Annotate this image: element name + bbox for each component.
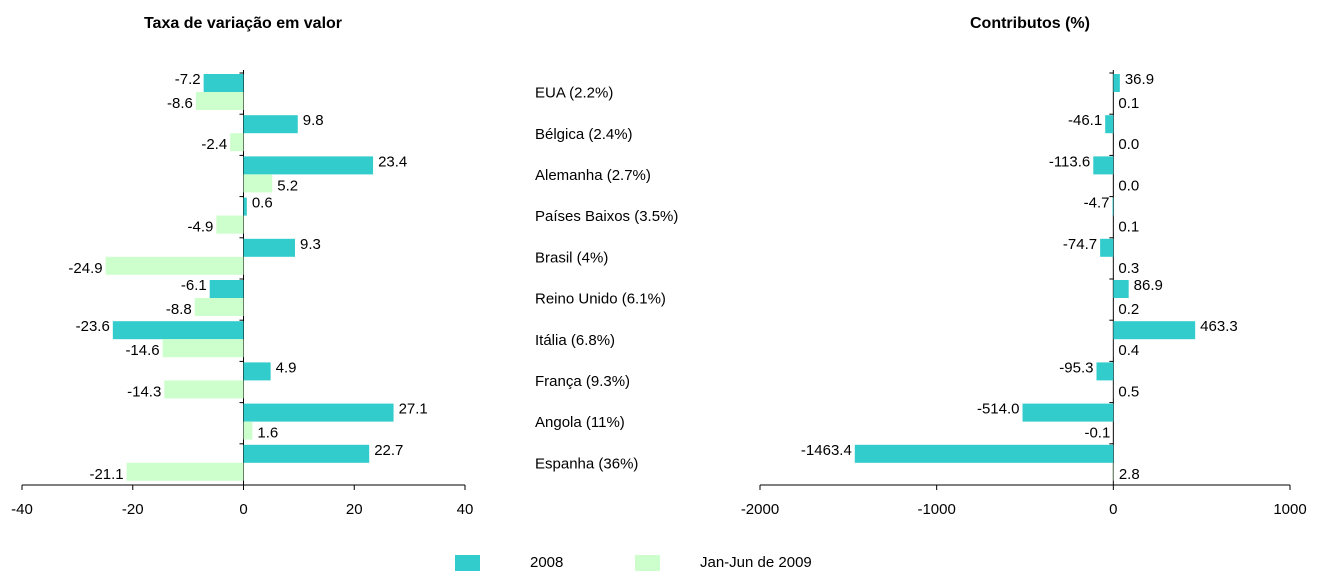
data-label: -2.4 <box>201 136 227 153</box>
x-tick-label: 20 <box>346 501 363 518</box>
bar <box>203 74 244 92</box>
data-label: 22.7 <box>374 442 403 459</box>
x-tick-label: -1000 <box>917 501 955 518</box>
category-label: EUA (2.2%) <box>535 85 613 102</box>
bar <box>230 133 244 152</box>
data-label: -21.1 <box>89 466 123 483</box>
data-label: 0.2 <box>1118 301 1139 318</box>
chart-title: Taxa de variação em valor <box>144 15 342 32</box>
bar <box>243 444 370 463</box>
data-label: -4.9 <box>188 219 214 236</box>
data-label: 0.0 <box>1118 177 1139 194</box>
data-label: 0.3 <box>1118 260 1139 277</box>
data-label: -23.6 <box>76 318 110 335</box>
bar <box>216 215 244 234</box>
bar <box>1096 362 1114 381</box>
data-label: 0.1 <box>1118 219 1139 236</box>
data-label: 4.9 <box>276 359 297 376</box>
bar <box>243 238 295 257</box>
bar <box>126 462 244 481</box>
bar <box>162 339 244 358</box>
bar <box>1112 197 1114 216</box>
data-label: -8.8 <box>166 301 192 318</box>
data-label: -8.6 <box>167 95 193 112</box>
data-label: 86.9 <box>1134 277 1163 294</box>
bar <box>1100 238 1114 257</box>
x-tick-label: 0 <box>239 501 247 518</box>
bar <box>854 444 1114 463</box>
data-label: 463.3 <box>1200 318 1238 335</box>
bar <box>1022 403 1114 422</box>
category-label: Angola (11%) <box>535 414 625 431</box>
data-label: -7.2 <box>175 71 201 88</box>
x-tick-label: -20 <box>122 501 144 518</box>
bar <box>1093 156 1114 175</box>
legend-label: Jan-Jun de 2009 <box>700 554 812 571</box>
data-label: -6.1 <box>181 277 207 294</box>
data-label: -0.1 <box>1084 425 1110 442</box>
category-label: Brasil (4%) <box>535 249 608 266</box>
data-label: 2.8 <box>1119 466 1140 483</box>
bar <box>243 403 394 422</box>
data-label: -1463.4 <box>801 442 852 459</box>
data-label: -4.7 <box>1084 195 1110 212</box>
x-tick-label: -40 <box>11 501 33 518</box>
bar <box>243 197 247 216</box>
x-tick-label: 0 <box>1109 501 1117 518</box>
bar <box>1113 74 1120 92</box>
category-label: Países Baixos (3.5%) <box>535 208 678 225</box>
bar <box>243 156 374 175</box>
bar <box>243 421 253 440</box>
data-label: 23.4 <box>378 153 407 170</box>
data-label: 36.9 <box>1125 71 1154 88</box>
bar <box>105 256 244 275</box>
data-label: 0.6 <box>252 195 273 212</box>
bar <box>195 92 244 110</box>
data-label: 0.0 <box>1118 136 1139 153</box>
category-label: Itália (6.8%) <box>535 332 615 349</box>
bar <box>194 298 244 316</box>
category-label: Espanha (36%) <box>535 455 638 472</box>
data-label: -514.0 <box>977 401 1020 418</box>
x-tick-label: -2000 <box>741 501 779 518</box>
data-label: -95.3 <box>1059 359 1093 376</box>
data-label: 9.3 <box>300 236 321 253</box>
bar <box>243 115 298 134</box>
data-label: 0.5 <box>1118 383 1139 400</box>
x-tick-label: 1000 <box>1273 501 1306 518</box>
data-label: 1.6 <box>257 425 278 442</box>
category-label: Bélgica (2.4%) <box>535 126 633 143</box>
bar <box>1113 321 1196 340</box>
category-label: França (9.3%) <box>535 373 630 390</box>
bar <box>209 280 244 298</box>
data-label: -14.3 <box>127 383 161 400</box>
legend-swatch <box>635 555 660 571</box>
x-tick-label: 40 <box>457 501 474 518</box>
bar <box>243 362 271 381</box>
category-label: Alemanha (2.7%) <box>535 167 651 184</box>
legend-label: 2008 <box>530 554 563 571</box>
data-label: -46.1 <box>1068 112 1102 129</box>
bar <box>112 321 244 340</box>
data-label: 0.4 <box>1118 342 1139 359</box>
chart-title: Contributos (%) <box>970 15 1090 32</box>
category-label: Reino Unido (6.1%) <box>535 291 666 308</box>
data-label: 9.8 <box>303 112 324 129</box>
data-label: -113.6 <box>1049 153 1090 170</box>
bar <box>1105 115 1114 134</box>
data-label: -74.7 <box>1063 236 1097 253</box>
data-label: 27.1 <box>399 401 428 418</box>
data-label: 5.2 <box>277 177 298 194</box>
data-label: 0.1 <box>1118 95 1139 112</box>
bar <box>164 380 244 399</box>
bar <box>243 174 273 193</box>
legend-swatch <box>455 555 480 571</box>
data-label: -14.6 <box>125 342 159 359</box>
data-label: -24.9 <box>68 260 102 277</box>
bar <box>1113 280 1129 298</box>
